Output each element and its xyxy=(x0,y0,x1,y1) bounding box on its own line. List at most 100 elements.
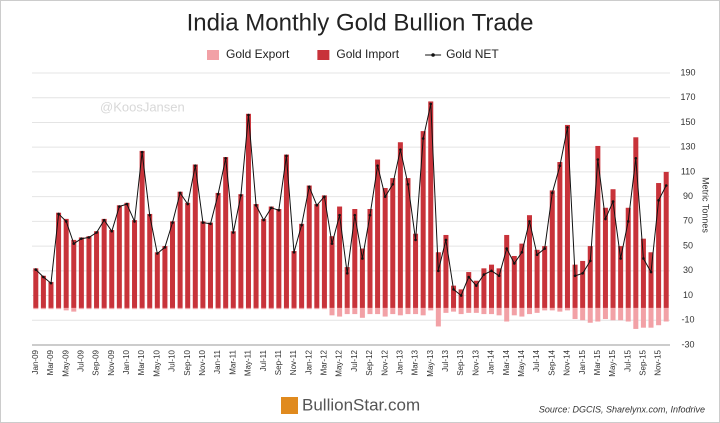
x-tick-label: Nov-10 xyxy=(198,349,207,375)
net-point xyxy=(414,238,417,242)
net-point xyxy=(444,238,448,242)
bar xyxy=(116,307,122,310)
x-tick-label: Jan-13 xyxy=(395,349,404,374)
bar xyxy=(443,234,449,308)
bar xyxy=(640,238,646,308)
bar xyxy=(564,124,570,308)
net-point xyxy=(619,257,622,260)
net-point xyxy=(459,294,463,297)
y-tick-label: 70 xyxy=(683,216,693,226)
bar xyxy=(170,307,176,310)
bar xyxy=(139,307,145,310)
x-tick-label: Jul-14 xyxy=(532,349,541,371)
x-tick-label: May-13 xyxy=(426,349,435,376)
bar xyxy=(101,307,107,310)
bar xyxy=(602,207,608,308)
net-point xyxy=(573,274,577,278)
net-point xyxy=(353,213,357,217)
net-point xyxy=(581,271,584,275)
net-point xyxy=(57,212,60,216)
bar xyxy=(519,307,525,317)
bar xyxy=(154,307,160,310)
bar xyxy=(663,307,669,322)
net-point xyxy=(163,246,167,249)
bar xyxy=(261,307,267,310)
bar xyxy=(261,218,267,308)
net-point xyxy=(588,259,592,263)
bar xyxy=(124,307,130,310)
bar xyxy=(207,307,213,310)
net-point xyxy=(429,102,433,106)
bar xyxy=(78,237,84,308)
bar xyxy=(367,307,373,315)
net-point xyxy=(535,253,539,257)
bar xyxy=(63,307,69,311)
x-tick-label: Sep-15 xyxy=(639,349,648,375)
net-point xyxy=(642,257,645,260)
net-point xyxy=(193,164,197,168)
y-tick-label: 150 xyxy=(680,117,695,127)
net-point xyxy=(239,194,243,197)
net-point xyxy=(42,275,45,279)
bar xyxy=(48,281,54,308)
bar xyxy=(496,307,502,316)
net-point xyxy=(611,200,615,203)
bar xyxy=(633,307,639,329)
bar xyxy=(314,307,320,310)
bar xyxy=(496,268,502,308)
bar xyxy=(109,230,115,308)
bar xyxy=(276,307,282,310)
net-point xyxy=(528,220,531,223)
bar xyxy=(291,251,297,308)
y-axis-label: Metric Tonnes xyxy=(701,177,711,233)
net-point xyxy=(64,220,68,223)
bar xyxy=(71,307,77,312)
bar xyxy=(595,307,601,322)
bar xyxy=(526,215,532,308)
bar xyxy=(390,178,396,308)
net-point xyxy=(634,157,638,160)
net-point xyxy=(475,284,478,287)
x-tick-label: Sep-10 xyxy=(183,349,192,375)
source: Source: DGCIS, Sharelynx.com, Infodrive xyxy=(539,404,705,414)
x-tick-label: Sep-13 xyxy=(456,349,465,375)
net-point xyxy=(345,271,349,275)
bar xyxy=(473,307,479,313)
bar xyxy=(489,307,495,315)
bar xyxy=(162,307,168,310)
bar xyxy=(283,154,289,308)
bar xyxy=(56,212,62,308)
bar xyxy=(656,307,662,326)
bar xyxy=(367,209,373,308)
net-point xyxy=(102,218,106,222)
x-tick-label: May-09 xyxy=(61,349,70,376)
x-tick-label: Mar-10 xyxy=(137,349,146,375)
brand: BullionStar.com xyxy=(302,395,420,414)
bar xyxy=(63,218,69,308)
bar xyxy=(564,307,570,311)
bar xyxy=(511,255,517,308)
x-tick-label: Mar-12 xyxy=(320,349,329,375)
watermark: @KoosJansen xyxy=(100,99,185,114)
bar xyxy=(192,307,198,310)
net-point xyxy=(566,126,569,129)
bar xyxy=(268,307,274,310)
bar xyxy=(534,249,540,308)
bar xyxy=(420,307,426,316)
net-point xyxy=(140,150,144,154)
bar xyxy=(656,183,662,308)
bar xyxy=(504,307,510,322)
bar xyxy=(451,285,457,308)
bar xyxy=(473,280,479,308)
net-point xyxy=(300,223,303,227)
bar xyxy=(397,307,403,316)
net-point xyxy=(604,217,607,221)
bar xyxy=(238,194,244,308)
brand-logo xyxy=(281,397,298,414)
net-point xyxy=(437,269,440,273)
net-point xyxy=(368,213,372,217)
bar xyxy=(375,307,381,315)
bar xyxy=(94,307,100,310)
net-point xyxy=(543,247,546,250)
bar xyxy=(610,307,616,321)
